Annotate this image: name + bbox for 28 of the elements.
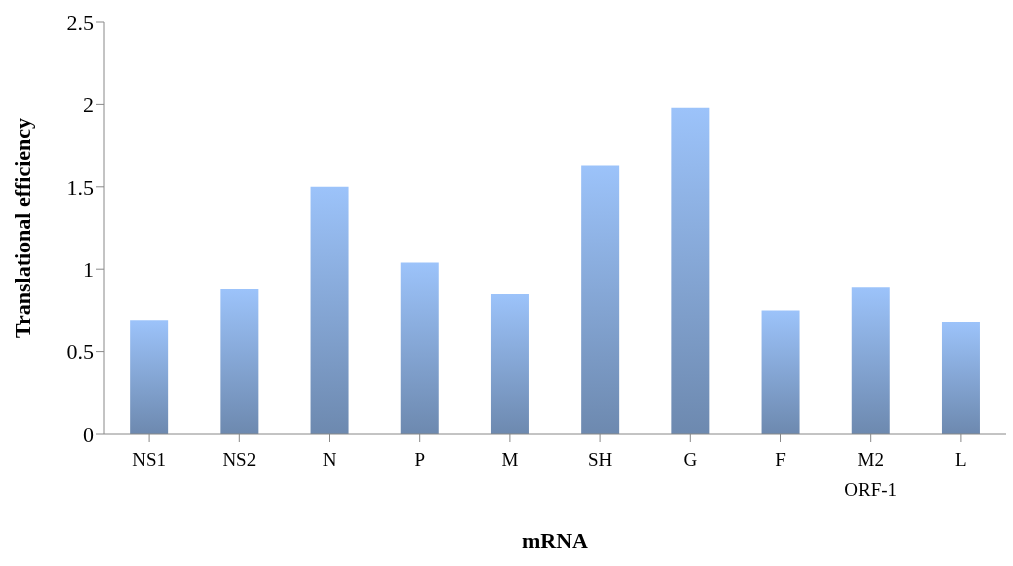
- y-tick-label: 0: [83, 421, 94, 447]
- bar: [581, 165, 620, 434]
- bar: [490, 293, 529, 434]
- x-tick-label: SH: [587, 449, 613, 470]
- x-tick-label: NS2: [222, 449, 257, 470]
- x-tick-label: M: [501, 449, 519, 470]
- bar: [400, 262, 439, 434]
- bar: [220, 288, 259, 434]
- x-tick-label: F: [775, 449, 786, 470]
- x-tick-label: M2 ORF-1: [844, 449, 898, 500]
- x-tick-label: P: [414, 449, 425, 470]
- bar: [671, 107, 710, 434]
- x-tick-label: NS1: [132, 449, 166, 470]
- bar: [310, 186, 349, 434]
- x-tick-label: N: [322, 449, 337, 470]
- y-tick-label: 1: [83, 257, 94, 283]
- bar: [761, 310, 800, 434]
- y-tick-label: 0.5: [66, 339, 94, 365]
- x-axis-title: mRNA: [522, 528, 589, 553]
- y-tick-label: 1.5: [66, 174, 94, 200]
- x-tick-label: L: [955, 449, 967, 470]
- y-tick-label: 2: [83, 92, 94, 118]
- bar: [941, 321, 980, 434]
- y-axis-title: Translational efficiency: [9, 117, 35, 339]
- y-tick-label: 2.5: [66, 9, 94, 35]
- x-tick-label: G: [683, 449, 698, 470]
- bar: [130, 320, 169, 434]
- bar: [851, 287, 890, 434]
